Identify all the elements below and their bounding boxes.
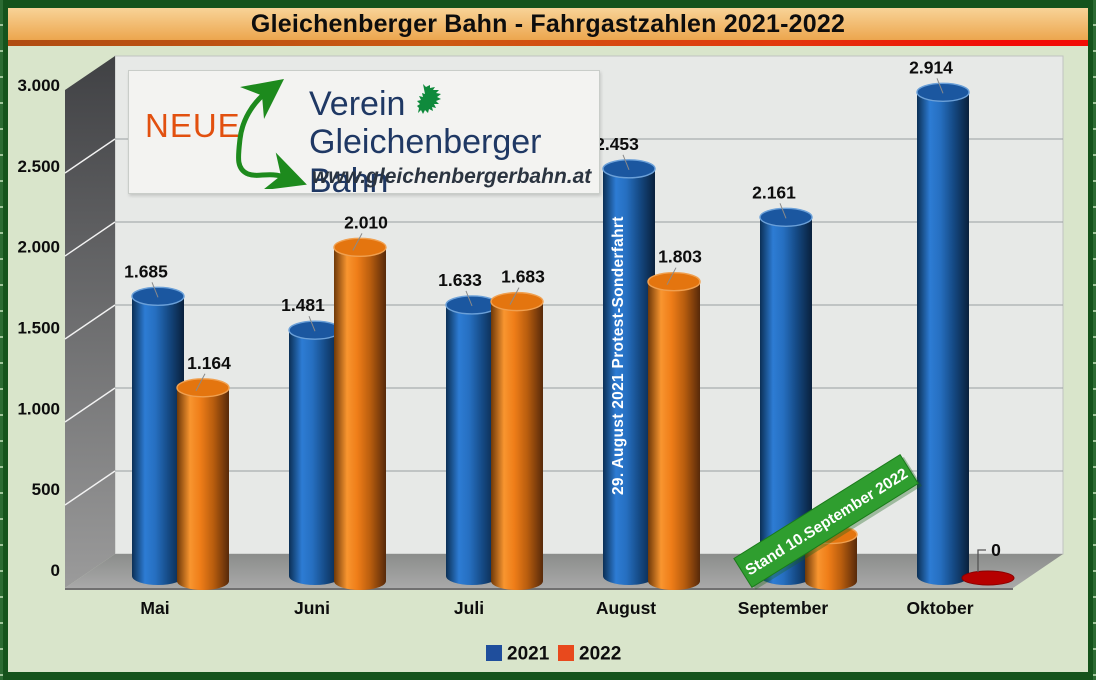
label-leader bbox=[352, 233, 363, 251]
logo-box: NEUE Verein Gleichenberger Bahn www.glei… bbox=[128, 70, 600, 200]
bars bbox=[131, 82, 1015, 590]
label-leader bbox=[622, 154, 630, 170]
legend-swatch bbox=[486, 645, 502, 661]
logo-url-text: www.gleichenbergerbahn.at bbox=[312, 165, 592, 188]
left-edge-ticks bbox=[0, 0, 3, 680]
label-leader bbox=[308, 315, 316, 332]
y-tick-label: 1.500 bbox=[17, 318, 60, 337]
zero-value-disc bbox=[961, 570, 1015, 586]
side-wall-gridline bbox=[64, 221, 116, 257]
label-leader bbox=[977, 549, 986, 572]
label-leader bbox=[509, 287, 520, 305]
value-label: 1.633 bbox=[438, 270, 482, 290]
y-tick-label: 3.000 bbox=[17, 76, 60, 95]
cylinder-body bbox=[603, 168, 655, 585]
y-tick-label: 500 bbox=[32, 480, 60, 499]
label-leader bbox=[151, 282, 159, 298]
x-tick-label: Oktober bbox=[906, 598, 973, 618]
logo-verein-text: Verein bbox=[309, 85, 406, 123]
legend-label: 2022 bbox=[579, 644, 621, 665]
value-label: 2.161 bbox=[752, 182, 796, 202]
y-tick-label: 0 bbox=[51, 561, 60, 580]
legend-swatch bbox=[558, 645, 574, 661]
cylinder-top bbox=[647, 272, 701, 292]
cylinder-body bbox=[491, 301, 543, 590]
chart-title-bar: Gleichenberger Bahn - Fahrgastzahlen 202… bbox=[8, 8, 1088, 40]
side-wall-gridline bbox=[64, 387, 116, 423]
label-leader bbox=[195, 373, 206, 392]
x-axis: Mai Juni Juli August September Oktober bbox=[140, 598, 973, 618]
y-tick-label: 1.000 bbox=[17, 399, 60, 418]
cylinder-top bbox=[333, 237, 387, 258]
cylinder-body bbox=[334, 247, 386, 590]
label-leader bbox=[465, 290, 473, 307]
legend-label: 2021 bbox=[507, 644, 550, 665]
cylinder-body bbox=[289, 330, 341, 585]
value-label: 0 bbox=[991, 540, 1001, 560]
value-label: 2.914 bbox=[909, 57, 953, 77]
x-tick-label: Mai bbox=[140, 598, 169, 618]
cylinder-body bbox=[760, 217, 812, 586]
legend: 2021 2022 bbox=[486, 644, 621, 665]
value-label: 2.010 bbox=[344, 212, 388, 232]
label-leader bbox=[936, 78, 944, 94]
y-tick-label: 2.500 bbox=[17, 157, 60, 176]
side-wall-gridline bbox=[64, 138, 116, 174]
cylinder-top bbox=[176, 378, 230, 398]
cylinder-body bbox=[132, 296, 184, 585]
value-label: 1.481 bbox=[281, 295, 325, 315]
logo-arrow-icon bbox=[235, 78, 307, 189]
bar-annotation-text: 29. August 2021 Protest-Sonderfahrt bbox=[610, 216, 627, 495]
label-leader bbox=[779, 203, 787, 219]
cylinder-body bbox=[446, 304, 498, 585]
x-tick-label: Juli bbox=[454, 598, 484, 618]
y-tick-label: 2.000 bbox=[17, 238, 60, 257]
side-wall-gridline bbox=[64, 304, 116, 340]
value-label: 1.803 bbox=[658, 247, 702, 267]
value-labels: 1.685 1.164 1.481 2.010 1.633 1.683 2.453 1.803… bbox=[124, 57, 1001, 572]
banner-rect bbox=[733, 453, 919, 589]
logo-bahn-text: Gleichenberger Bahn bbox=[309, 123, 542, 200]
x-tick-label: August bbox=[596, 598, 656, 618]
value-label: 2.453 bbox=[595, 134, 639, 154]
cylinder-body bbox=[805, 534, 857, 590]
styrian-panther-icon bbox=[417, 84, 441, 114]
chart-title: Gleichenberger Bahn - Fahrgastzahlen 202… bbox=[250, 9, 846, 38]
cylinder-body bbox=[648, 281, 700, 590]
title-underline bbox=[8, 40, 1088, 46]
x-tick-label: September bbox=[738, 598, 829, 618]
logo-neue-text: NEUE bbox=[145, 107, 241, 144]
label-leader bbox=[666, 267, 677, 285]
x-tick-label: Juni bbox=[294, 598, 330, 618]
cylinder-body bbox=[917, 92, 969, 585]
value-label: 1.685 bbox=[124, 261, 168, 281]
value-label: 1.164 bbox=[187, 353, 231, 373]
y-axis: 0 500 1.000 1.500 2.000 2.500 3.000 bbox=[17, 76, 60, 580]
cylinder-top bbox=[490, 291, 544, 312]
side-wall-gridline bbox=[64, 470, 116, 506]
value-label: 1.683 bbox=[501, 267, 545, 287]
cylinder-body bbox=[177, 387, 229, 590]
